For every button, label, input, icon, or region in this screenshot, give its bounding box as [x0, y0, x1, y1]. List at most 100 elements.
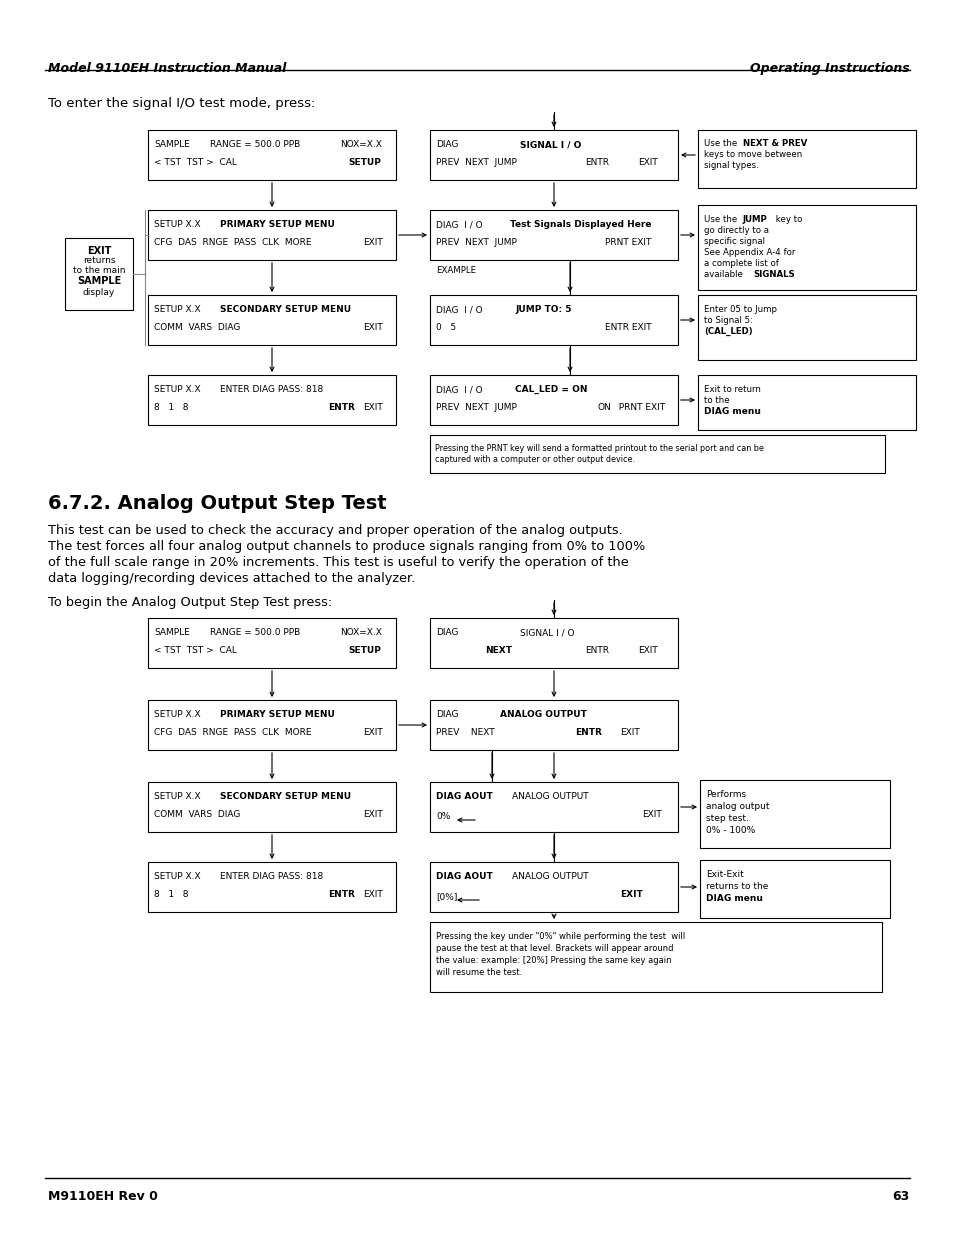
Text: step test.: step test.: [705, 814, 748, 823]
Text: SETUP X.X: SETUP X.X: [153, 710, 200, 719]
Bar: [430, 782, 678, 832]
Text: DIAG: DIAG: [436, 710, 458, 719]
Bar: [148, 295, 395, 345]
Text: < TST  TST >  CAL: < TST TST > CAL: [153, 158, 236, 167]
Text: will resume the test.: will resume the test.: [436, 968, 521, 977]
Text: Enter 05 to Jump: Enter 05 to Jump: [703, 305, 776, 314]
Text: the value: example: [20%] Pressing the same key again: the value: example: [20%] Pressing the s…: [436, 956, 671, 965]
Text: PREV  NEXT  JUMP: PREV NEXT JUMP: [436, 238, 517, 247]
Text: RANGE = 500.0 PPB: RANGE = 500.0 PPB: [210, 140, 300, 149]
Bar: [700, 781, 889, 848]
Bar: [148, 700, 395, 750]
Text: To begin the Analog Output Step Test press:: To begin the Analog Output Step Test pre…: [48, 597, 332, 609]
Text: DIAG AOUT: DIAG AOUT: [436, 792, 493, 802]
Text: COMM  VARS  DIAG: COMM VARS DIAG: [153, 324, 240, 332]
Bar: [430, 862, 678, 911]
Bar: [430, 435, 884, 473]
Text: SECONDARY SETUP MENU: SECONDARY SETUP MENU: [220, 305, 351, 314]
Text: DIAG AOUT: DIAG AOUT: [436, 872, 493, 881]
Text: pause the test at that level. Brackets will appear around: pause the test at that level. Brackets w…: [436, 944, 673, 953]
Text: SETUP: SETUP: [348, 158, 380, 167]
Text: NEXT & PREV: NEXT & PREV: [742, 140, 806, 148]
Text: ANALOG OUTPUT: ANALOG OUTPUT: [499, 710, 586, 719]
Text: Pressing the key under "0%" while performing the test  will: Pressing the key under "0%" while perfor…: [436, 932, 684, 941]
Text: available: available: [703, 270, 745, 279]
Text: ENTR: ENTR: [584, 646, 608, 655]
Text: 0%: 0%: [436, 811, 450, 821]
Text: JUMP: JUMP: [742, 215, 767, 224]
Text: Use the: Use the: [703, 215, 740, 224]
Bar: [148, 375, 395, 425]
Text: to Signal 5:: to Signal 5:: [703, 316, 752, 325]
Text: signal types.: signal types.: [703, 161, 758, 170]
Text: ENTR: ENTR: [575, 727, 601, 737]
Text: PRIMARY SETUP MENU: PRIMARY SETUP MENU: [220, 710, 335, 719]
Bar: [430, 700, 678, 750]
Text: 0% - 100%: 0% - 100%: [705, 826, 755, 835]
Bar: [698, 205, 915, 290]
Text: SAMPLE: SAMPLE: [153, 629, 190, 637]
Text: to the: to the: [703, 396, 729, 405]
Text: NOX=X.X: NOX=X.X: [339, 629, 381, 637]
Text: data logging/recording devices attached to the analyzer.: data logging/recording devices attached …: [48, 572, 415, 585]
Text: ANALOG OUTPUT: ANALOG OUTPUT: [512, 872, 588, 881]
Bar: [148, 862, 395, 911]
Text: SETUP X.X: SETUP X.X: [153, 872, 200, 881]
Text: CFG  DAS  RNGE  PASS  CLK  MORE: CFG DAS RNGE PASS CLK MORE: [153, 238, 312, 247]
Text: DIAG: DIAG: [436, 140, 458, 149]
Text: 0   5: 0 5: [436, 324, 456, 332]
Bar: [698, 295, 915, 359]
Text: a complete list of: a complete list of: [703, 259, 778, 268]
Bar: [698, 375, 915, 430]
Text: EXIT: EXIT: [638, 158, 657, 167]
Text: SETUP X.X: SETUP X.X: [153, 220, 200, 228]
Text: captured with a computer or other output device.: captured with a computer or other output…: [435, 454, 635, 464]
Text: SECONDARY SETUP MENU: SECONDARY SETUP MENU: [220, 792, 351, 802]
Text: Test Signals Displayed Here: Test Signals Displayed Here: [510, 220, 651, 228]
Text: EXIT: EXIT: [87, 246, 112, 256]
Bar: [65, 238, 132, 310]
Text: Pressing the PRNT key will send a formatted printout to the serial port and can : Pressing the PRNT key will send a format…: [435, 445, 763, 453]
Bar: [148, 782, 395, 832]
Text: Performs: Performs: [705, 790, 745, 799]
Text: 6.7.2. Analog Output Step Test: 6.7.2. Analog Output Step Test: [48, 494, 386, 513]
Text: EXIT: EXIT: [363, 324, 382, 332]
Text: The test forces all four analog output channels to produce signals ranging from : The test forces all four analog output c…: [48, 540, 644, 553]
Text: Exit to return: Exit to return: [703, 385, 760, 394]
Text: ON: ON: [598, 403, 611, 412]
Text: SETUP: SETUP: [348, 646, 380, 655]
Text: key to: key to: [772, 215, 801, 224]
Bar: [700, 860, 889, 918]
Text: CFG  DAS  RNGE  PASS  CLK  MORE: CFG DAS RNGE PASS CLK MORE: [153, 727, 312, 737]
Text: RANGE = 500.0 PPB: RANGE = 500.0 PPB: [210, 629, 300, 637]
Text: < TST  TST >  CAL: < TST TST > CAL: [153, 646, 236, 655]
Text: PRNT EXIT: PRNT EXIT: [613, 403, 664, 412]
Text: ANALOG OUTPUT: ANALOG OUTPUT: [512, 792, 588, 802]
Text: 8   1   8: 8 1 8: [153, 890, 189, 899]
Text: 63: 63: [892, 1191, 909, 1203]
Bar: [148, 210, 395, 261]
Text: See Appendix A-4 for: See Appendix A-4 for: [703, 248, 795, 257]
Text: specific signal: specific signal: [703, 237, 764, 246]
Text: display: display: [83, 288, 115, 296]
Text: keys to move between: keys to move between: [703, 149, 801, 159]
Bar: [430, 130, 678, 180]
Text: SIGNALS: SIGNALS: [752, 270, 794, 279]
Text: Use the: Use the: [703, 140, 740, 148]
Text: returns to the: returns to the: [705, 882, 767, 890]
Text: to the main: to the main: [72, 266, 125, 275]
Text: DIAG menu: DIAG menu: [705, 894, 762, 903]
Text: SIGNAL I / O: SIGNAL I / O: [519, 140, 580, 149]
Text: EXIT: EXIT: [363, 403, 382, 412]
Text: SAMPLE: SAMPLE: [77, 275, 121, 287]
Text: ENTER DIAG PASS: 818: ENTER DIAG PASS: 818: [220, 872, 323, 881]
Text: JUMP TO: 5: JUMP TO: 5: [515, 305, 571, 314]
Bar: [148, 618, 395, 668]
Text: To enter the signal I/O test mode, press:: To enter the signal I/O test mode, press…: [48, 98, 315, 110]
Text: NEXT: NEXT: [484, 646, 512, 655]
Text: EXIT: EXIT: [619, 727, 639, 737]
Text: EXIT: EXIT: [363, 727, 382, 737]
Text: Exit-Exit: Exit-Exit: [705, 869, 743, 879]
Text: PREV    NEXT: PREV NEXT: [436, 727, 494, 737]
Text: (CAL_LED): (CAL_LED): [703, 327, 752, 336]
